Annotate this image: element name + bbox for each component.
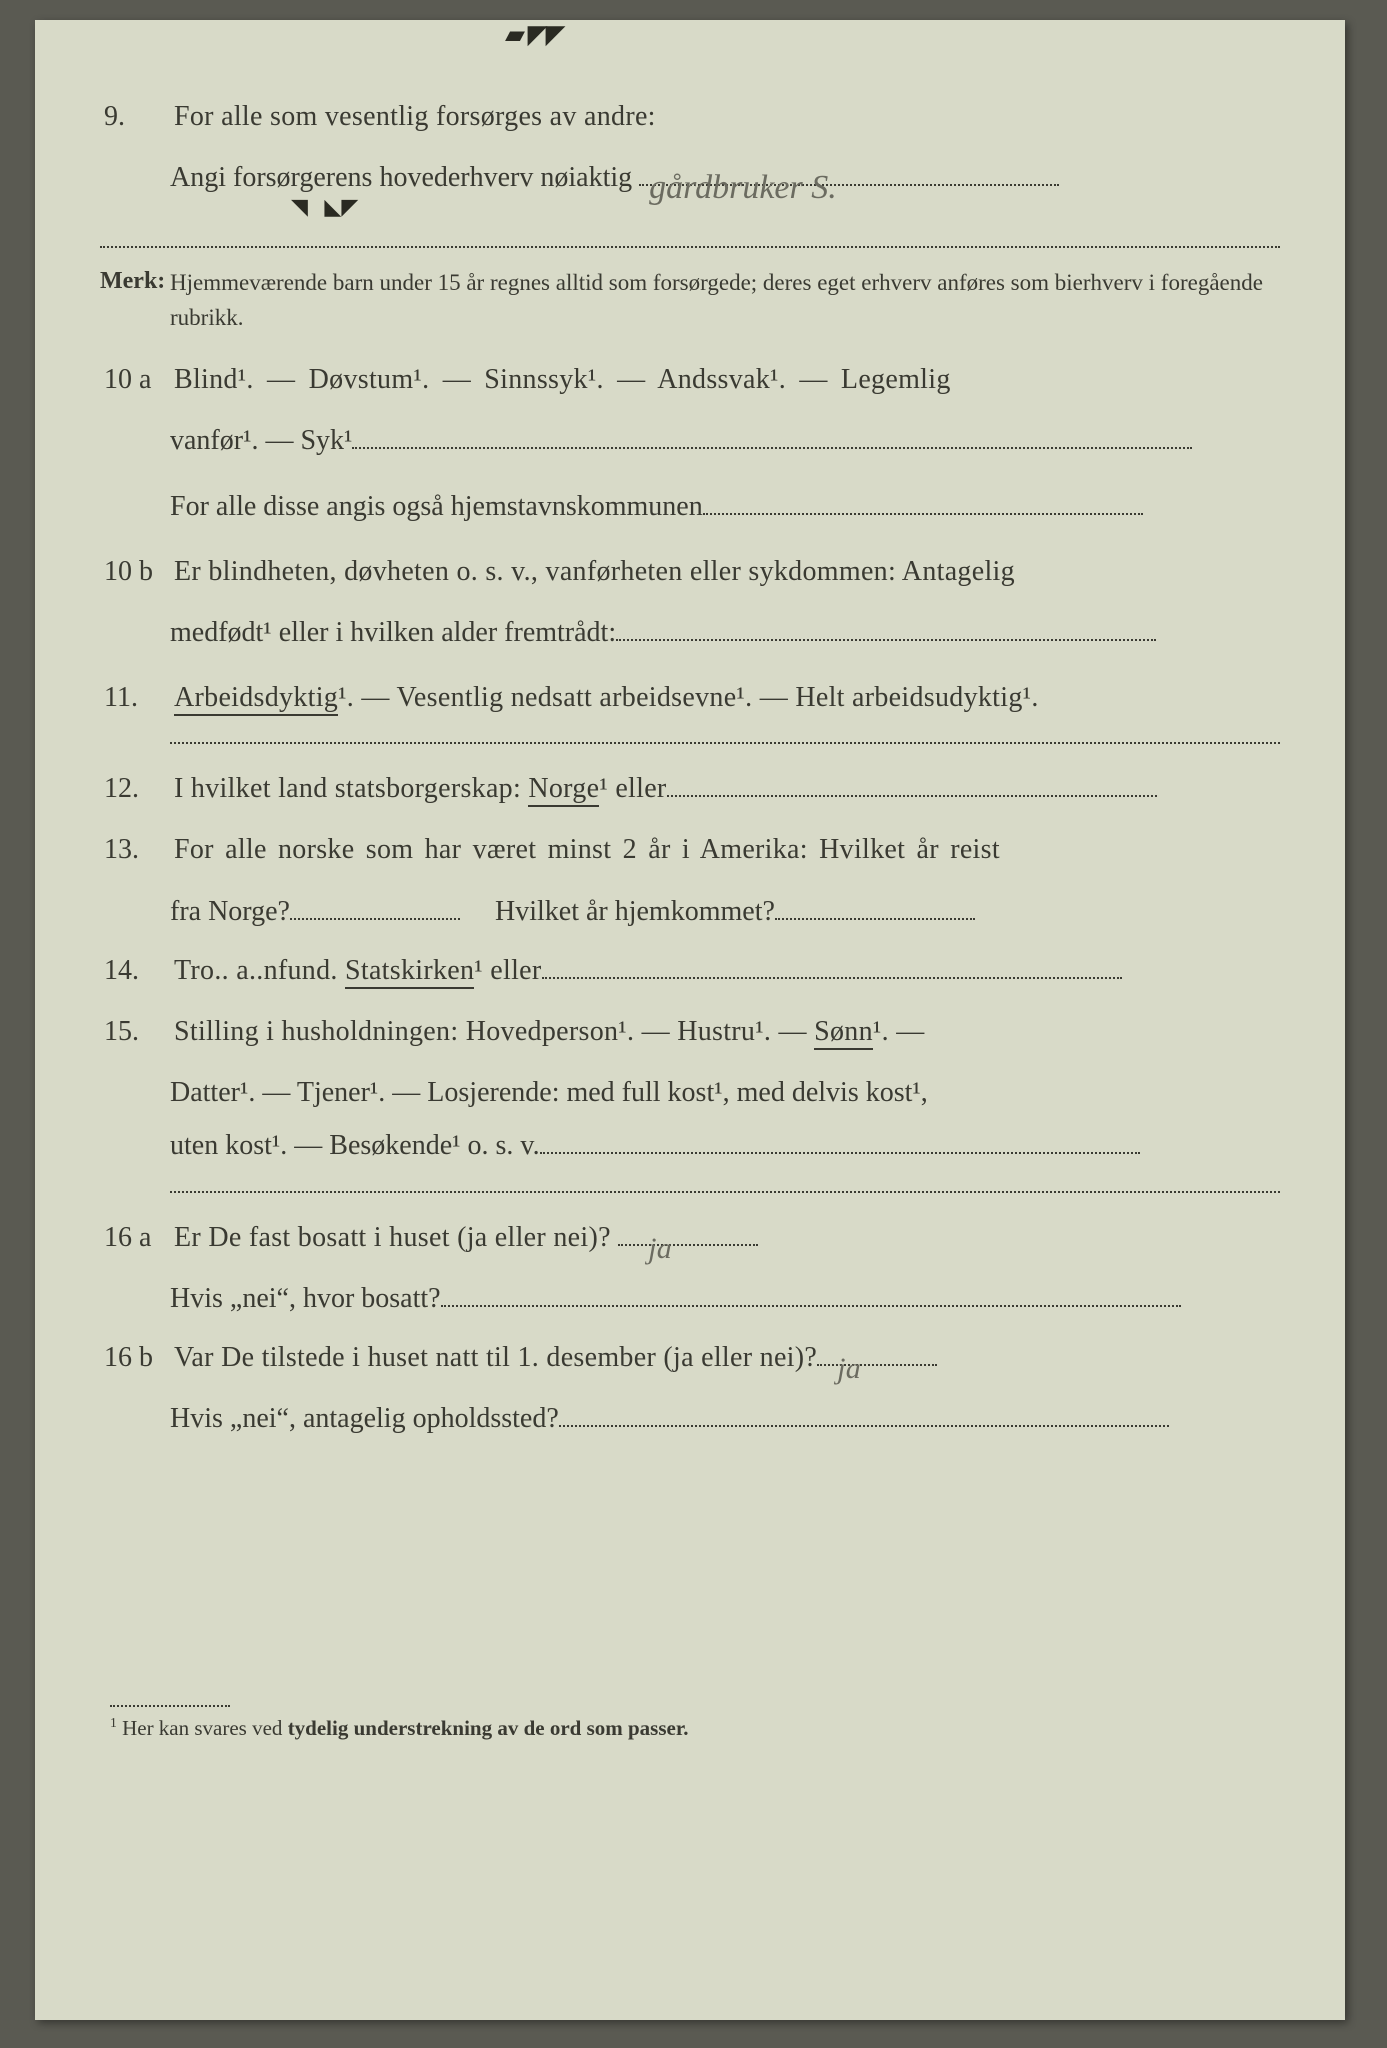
q15-line3: uten kost¹. — Besøkende¹ o. s. v. <box>170 1119 1280 1172</box>
q16a-line2-prefix: Hvis „nei“, hvor bosatt? <box>170 1283 441 1314</box>
q16b-line1: Var De tilstede i huset natt til 1. dese… <box>174 1331 1280 1384</box>
footnote: 1 Her kan svares ved tydelig understrekn… <box>110 1715 1280 1741</box>
q11-number: 11. <box>100 671 174 724</box>
q16b-number: 16 b <box>100 1331 174 1384</box>
footnote-a: Her kan svares ved <box>122 1716 288 1740</box>
footnote-rule <box>110 1705 230 1707</box>
q10a-line2: vanfør¹. — Syk¹ <box>170 414 1280 467</box>
q15-underlined: Sønn <box>814 1016 873 1050</box>
question-14: 14. Tro.. a..nfund. Statskirken¹ eller <box>100 944 1280 997</box>
question-10a: 10 a Blind¹. — Døvstum¹. — Sinnssyk¹. — … <box>100 353 1280 406</box>
q11-rest: ¹. — Vesentlig nedsatt arbeidsevne¹. — H… <box>338 682 1039 713</box>
document-page: ▰ ◤◤ 9. For alle som vesentlig forsørges… <box>35 20 1345 2020</box>
q16a-prefix: Er De fast bosatt i huset (ja eller nei)… <box>174 1222 618 1253</box>
q13-line2a: fra Norge? <box>170 896 290 927</box>
q10b-number: 10 b <box>100 545 174 598</box>
q10b-line2: medfødt¹ eller i hvilken alder fremtrådt… <box>170 606 1280 659</box>
q12-a: I hvilket land statsborgerskap: <box>174 773 528 804</box>
q16b-prefix: Var De tilstede i huset natt til 1. dese… <box>174 1342 817 1373</box>
question-10b: 10 b Er blindheten, døvheten o. s. v., v… <box>100 545 1280 598</box>
question-12: 12. I hvilket land statsborgerskap: Norg… <box>100 762 1280 815</box>
q9-handwritten: gårdbruker S. <box>649 156 837 221</box>
footnote-b: tydelig understrekning av de ord som pas… <box>288 1716 689 1740</box>
q16a-number: 16 a <box>100 1211 174 1264</box>
merk-text: Hjemmeværende barn under 15 år regnes al… <box>170 266 1280 335</box>
q13-number: 13. <box>100 823 174 876</box>
separator-1 <box>100 246 1280 248</box>
q10b-line2-prefix: medfødt¹ eller i hvilken alder fremtrådt… <box>170 617 616 648</box>
q13-line1: For alle norske som har været minst 2 år… <box>174 823 1280 876</box>
q16b-line2-prefix: Hvis „nei“, antagelig opholdssted? <box>170 1403 559 1434</box>
q13-line2: fra Norge? Hvilket år hjemkommet? <box>170 885 1280 938</box>
q10a-line3-wrap: For alle disse angis også hjemstavnskomm… <box>170 480 1280 533</box>
q15-line1: Stilling i husholdningen: Hovedperson¹. … <box>174 1005 1280 1058</box>
q15-line2: Datter¹. — Tjener¹. — Losjerende: med fu… <box>170 1066 1280 1119</box>
q11-line1: Arbeidsdyktig¹. — Vesentlig nedsatt arbe… <box>174 671 1280 724</box>
q9-number: 9. <box>100 90 174 143</box>
q12-number: 12. <box>100 762 174 815</box>
q16a-handwritten: ja <box>648 1220 672 1277</box>
q12-b: ¹ eller <box>599 773 666 804</box>
q12-underlined: Norge <box>528 773 599 807</box>
question-16b: 16 b Var De tilstede i huset natt til 1.… <box>100 1331 1280 1384</box>
q16a-line2: Hvis „nei“, hvor bosatt? <box>170 1272 1280 1325</box>
q13-line2b: Hvilket år hjemkommet? <box>495 896 775 927</box>
q16a-line1: Er De fast bosatt i huset (ja eller nei)… <box>174 1211 1280 1264</box>
separator-3 <box>170 1191 1280 1193</box>
question-16a: 16 a Er De fast bosatt i huset (ja eller… <box>100 1211 1280 1264</box>
q12-line1: I hvilket land statsborgerskap: Norge¹ e… <box>174 762 1280 815</box>
q16b-line2: Hvis „nei“, antagelig opholdssted? <box>170 1392 1280 1445</box>
q10a-line2-prefix: vanfør¹. — Syk¹ <box>170 425 352 456</box>
q11-underlined: Arbeidsdyktig <box>174 682 338 716</box>
q15-number: 15. <box>100 1005 174 1058</box>
separator-2 <box>170 742 1280 744</box>
question-9: 9. For alle som vesentlig forsørges av a… <box>100 90 1280 143</box>
q15-line3-prefix: uten kost¹. — Besøkende¹ o. s. v. <box>170 1130 540 1161</box>
q16b-handwritten: ja <box>837 1340 861 1397</box>
q14-number: 14. <box>100 944 174 997</box>
merk-label: Merk: <box>100 266 170 295</box>
footnote-num: 1 <box>110 1715 117 1730</box>
q10a-number: 10 a <box>100 353 174 406</box>
q14-line1: Tro.. a..nfund. Statskirken¹ eller <box>174 944 1280 997</box>
question-13: 13. For alle norske som har været minst … <box>100 823 1280 876</box>
q9-line1: For alle som vesentlig forsørges av andr… <box>174 90 1280 143</box>
question-11: 11. Arbeidsdyktig¹. — Vesentlig nedsatt … <box>100 671 1280 724</box>
q14-underlined: Statskirken <box>345 955 474 989</box>
smudge-top: ▰ ◤◤ <box>505 20 564 50</box>
q14-a: Tro.. a..nfund. <box>174 955 345 986</box>
q14-b: ¹ eller <box>474 955 541 986</box>
merk-note: Merk: Hjemmeværende barn under 15 år reg… <box>100 266 1280 335</box>
q15-b: ¹. — <box>873 1016 925 1047</box>
q10a-line3: For alle disse angis også hjemstavnskomm… <box>170 491 703 522</box>
q10a-line1: Blind¹. — Døvstum¹. — Sinnssyk¹. — Andss… <box>174 353 1280 406</box>
question-15: 15. Stilling i husholdningen: Hovedperso… <box>100 1005 1280 1058</box>
q15-a: Stilling i husholdningen: Hovedperson¹. … <box>174 1016 814 1047</box>
q10b-line1: Er blindheten, døvheten o. s. v., vanfør… <box>174 545 1280 598</box>
